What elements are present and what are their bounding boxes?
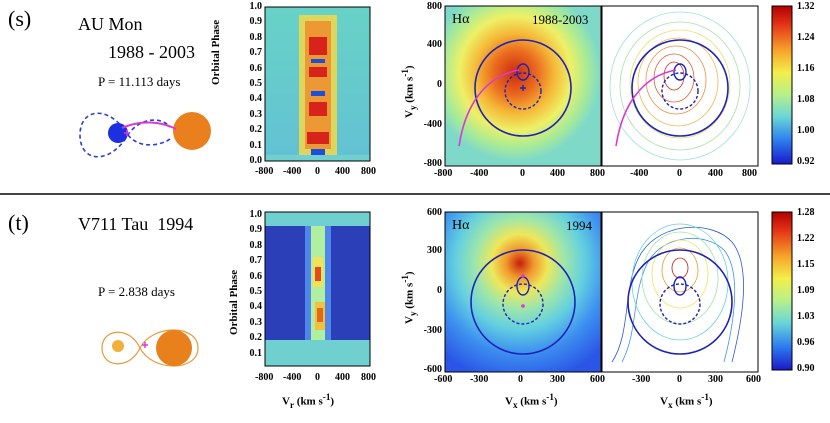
vr-axis-s: -800 -400 0 400 800: [255, 166, 376, 177]
vy-label-s: Vy (km s-1): [400, 65, 418, 118]
contour-map-s: [601, 5, 759, 167]
star-name-t: V711 Tau 1994: [78, 214, 194, 234]
star-name-s: AU Mon: [78, 14, 143, 34]
binary-diagram-t: [101, 329, 199, 367]
map-years-t: 1994: [566, 218, 592, 233]
line-label-s: Hα: [452, 12, 470, 27]
vx-label-right: Vx (km s-1): [660, 392, 713, 410]
center-mass-marker: [142, 342, 148, 348]
primary-star: [112, 340, 124, 352]
panel-label-s: (s): [8, 6, 32, 31]
trailed-spectrum-t: [264, 211, 371, 367]
orbital-phase-label-t: Orbital Phase: [228, 269, 240, 335]
stream-path: [121, 121, 177, 130]
vr-axis-t: -800 -400 0 400 800: [255, 372, 376, 383]
vx-label-left: Vx (km s-1): [505, 392, 558, 410]
trailed-spectrum-s: [264, 6, 371, 162]
binary-diagram-s: [79, 112, 211, 158]
orbital-phase-label-s: Orbital Phase: [210, 19, 222, 85]
map-years-s: 1988-2003: [532, 12, 589, 27]
secondary-star: [156, 330, 192, 366]
period-t: P = 2.838 days: [98, 284, 175, 299]
vr-label: Vr (km s-1): [282, 392, 335, 410]
doppler-map-t: [444, 211, 602, 373]
vy-label-t: Vy (km s-1): [400, 271, 418, 324]
years-s: 1988 - 2003: [108, 42, 195, 62]
colorbar-s: [771, 5, 793, 165]
line-label-t: Hα: [452, 218, 470, 233]
period-s: P = 11.113 days: [98, 74, 181, 89]
panel-label-t: (t): [8, 210, 29, 235]
roche-lobe-outline: [101, 329, 199, 367]
contour-map-t: [601, 211, 759, 373]
vx-axis-s: -800 -400 0 400 800 -400 0 400 800: [434, 168, 757, 179]
secondary-star: [173, 112, 211, 150]
vx-axis-t: -600 -300 0 300 600 -300 0 300 600: [434, 374, 761, 385]
doppler-map-s: [444, 5, 602, 167]
colorbar-t: [771, 211, 793, 371]
panel-divider: [0, 193, 830, 195]
center-mass-marker: [124, 130, 130, 136]
